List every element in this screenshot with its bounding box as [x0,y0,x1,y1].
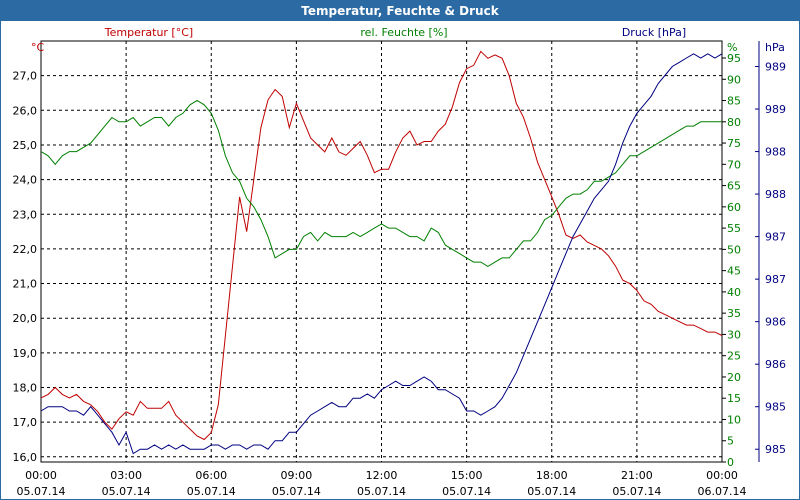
humidity-tick-label: 65 [727,180,741,193]
series-temperature-line [40,50,723,441]
x-tick-time-label: 21:00 [621,469,653,482]
x-tick-time-label: 00:00 [25,469,57,482]
x-tick-date-label: 05.07.14 [17,485,66,498]
series-layer [40,50,723,455]
x-tick-time-label: 03:00 [110,469,142,482]
series-pressure-line [40,53,723,455]
temperature-tick-label: 26,0 [13,104,38,117]
humidity-tick-label: 30 [727,328,741,341]
x-tick-date-label: 05.07.14 [442,485,491,498]
x-axis: 00:00 05.07.14 03:00 05.07.14 06:00 05.07.14 0… [17,469,747,498]
plot-area [40,40,723,463]
humidity-tick-label: 80 [727,116,741,129]
temperature-tick-label: 22,0 [13,243,38,256]
pressure-tick-label: 989 [765,103,786,116]
humidity-tick-label: 55 [727,222,741,235]
x-tick-time-label: 09:00 [281,469,313,482]
x-tick-date-label: 06.07.14 [698,485,747,498]
pressure-tick-label: 985 [765,401,786,414]
x-tick-time-label: 12:00 [366,469,398,482]
humidity-tick-label: 20 [727,371,741,384]
window-title: Temperatur, Feuchte & Druck [1,1,799,21]
humidity-tick-label: 40 [727,286,741,299]
pressure-tick-label: 987 [765,231,786,244]
x-tick-date-label: 05.07.14 [357,485,406,498]
pressure-unit-label: hPa [765,41,785,54]
humidity-tick-label: 90 [727,73,741,86]
pressure-tick-label: 988 [765,146,786,159]
x-tick-time-label: 15:00 [451,469,483,482]
humidity-tick-label: 5 [727,435,734,448]
humidity-tick-label: 70 [727,158,741,171]
temperature-tick-label: 25,0 [13,139,38,152]
x-tick-date-label: 05.07.14 [527,485,576,498]
humidity-tick-label: 15 [727,392,741,405]
temperature-tick-label: 19,0 [13,347,38,360]
series-humidity-line [40,99,722,267]
pressure-tick-label: 988 [765,188,786,201]
temperature-tick-label: 21,0 [13,278,38,291]
humidity-axis: 0 5 10 15 20 25 30 35 40 45 50 55 60 65 70 75 80 85 90 95 [722,52,741,469]
temperature-unit-label: °C [31,41,45,54]
x-tick-date-label: 05.07.14 [187,485,236,498]
temperature-tick-label: 18,0 [13,382,38,395]
x-tick-date-label: 05.07.14 [612,485,661,498]
temperature-tick-label: 16,0 [13,451,38,464]
humidity-tick-label: 25 [727,350,741,363]
humidity-tick-label: 45 [727,265,741,278]
x-tick-time-label: 00:00 [706,469,738,482]
humidity-tick-label: 75 [727,137,741,150]
pressure-axis: 985 985 986 986 987 987 988 988 989 989 [755,41,786,462]
chart-grid [40,41,723,462]
x-tick-date-label: 05.07.14 [102,485,151,498]
x-tick-date-label: 05.07.14 [272,485,321,498]
temperature-tick-label: 24,0 [13,174,38,187]
humidity-axis-title: rel. Feuchte [%] [360,26,447,39]
temperature-axis-title: Temperatur [°C] [104,26,193,39]
temperature-tick-label: 23,0 [13,208,38,221]
humidity-unit-label: % [727,41,737,54]
humidity-tick-label: 85 [727,95,741,108]
temperature-tick-label: 27,0 [13,70,38,83]
temperature-tick-label: 17,0 [13,416,38,429]
x-tick-time-label: 06:00 [195,469,227,482]
pressure-tick-label: 985 [765,443,786,456]
pressure-tick-label: 986 [765,316,786,329]
pressure-tick-label: 986 [765,358,786,371]
humidity-tick-label: 10 [727,413,741,426]
temperature-tick-label: 20,0 [13,312,38,325]
pressure-tick-label: 989 [765,61,786,74]
pressure-tick-label: 987 [765,273,786,286]
humidity-tick-label: 0 [727,456,734,469]
x-tick-time-label: 18:00 [536,469,568,482]
humidity-tick-label: 60 [727,201,741,214]
humidity-tick-label: 35 [727,307,741,320]
humidity-tick-label: 95 [727,52,741,65]
temperature-axis: 16,0 17,0 18,0 19,0 20,0 21,0 22,0 23,0 24,0 25,0… [13,70,38,464]
humidity-tick-label: 50 [727,243,741,256]
pressure-axis-title: Druck [hPa] [622,26,686,39]
